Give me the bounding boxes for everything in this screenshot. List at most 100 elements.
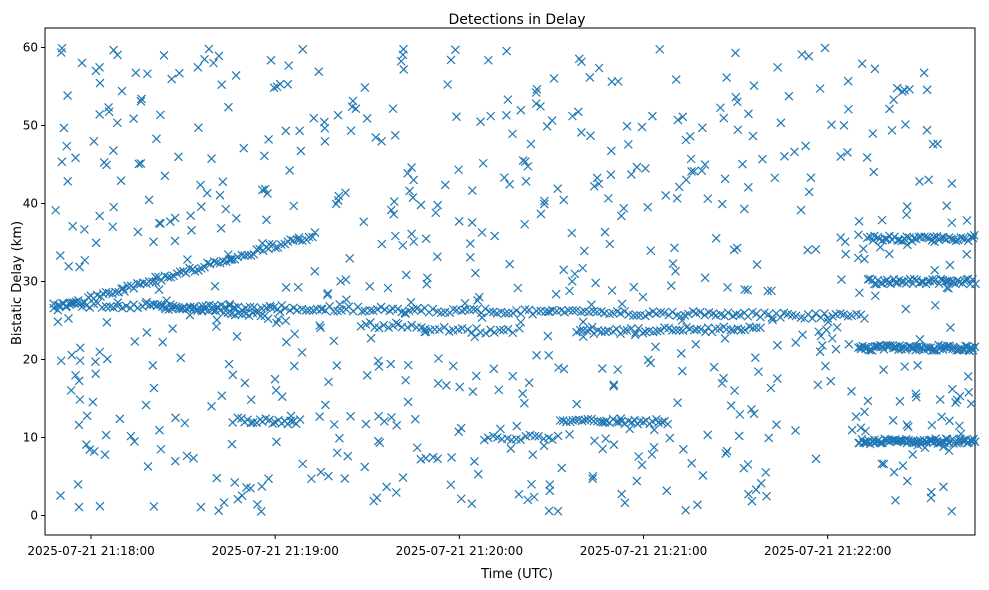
data-point — [933, 139, 942, 149]
data-point — [964, 387, 974, 397]
data-point — [443, 80, 453, 89]
data-point — [902, 476, 912, 486]
data-point — [454, 165, 464, 175]
data-point — [687, 458, 697, 468]
data-point — [674, 182, 684, 192]
data-point — [315, 412, 325, 421]
data-point — [465, 252, 475, 262]
data-point — [542, 121, 552, 131]
data-point — [877, 215, 887, 225]
data-point — [529, 492, 539, 502]
data-point — [62, 141, 72, 151]
track-point — [589, 306, 598, 316]
data-point — [587, 300, 596, 310]
track-point — [940, 276, 950, 286]
data-point — [467, 186, 477, 195]
data-point — [478, 158, 488, 168]
data-point — [281, 337, 291, 347]
data-point — [915, 334, 925, 344]
data-point — [259, 151, 269, 161]
data-point — [193, 62, 203, 72]
chart-title: Detections in Delay — [448, 12, 585, 28]
data-point — [77, 58, 87, 68]
track-point — [384, 323, 394, 333]
track-point — [811, 309, 821, 318]
data-point — [131, 68, 141, 78]
track-point — [835, 309, 845, 319]
data-point — [528, 450, 538, 460]
data-point — [211, 322, 221, 332]
data-point — [281, 126, 291, 136]
data-point — [115, 414, 125, 424]
data-point — [862, 153, 872, 162]
track-point — [663, 419, 673, 429]
data-point — [606, 170, 616, 180]
data-point — [113, 298, 123, 307]
data-point — [371, 132, 381, 142]
data-point — [889, 467, 899, 477]
track-point — [736, 325, 746, 335]
data-point — [320, 400, 330, 410]
track-point — [968, 233, 978, 243]
data-point — [790, 147, 799, 157]
data-point — [398, 50, 408, 60]
data-point — [104, 107, 114, 117]
data-point — [764, 433, 774, 443]
data-point — [53, 317, 63, 327]
data-point — [214, 51, 224, 61]
data-point — [260, 184, 270, 194]
data-point — [217, 80, 227, 90]
data-point — [669, 243, 679, 253]
data-point — [600, 227, 610, 237]
data-point — [697, 123, 707, 133]
track-point — [862, 233, 872, 243]
data-point — [246, 395, 256, 405]
data-point — [661, 191, 671, 200]
data-point — [134, 159, 144, 169]
data-point — [209, 58, 218, 68]
data-point — [861, 426, 870, 436]
data-point — [221, 204, 231, 214]
data-point — [388, 104, 398, 114]
data-point — [840, 237, 850, 247]
track-point — [909, 274, 919, 284]
track-point — [101, 302, 111, 312]
data-point — [207, 401, 216, 411]
track-point — [374, 323, 384, 333]
data-point — [576, 128, 586, 137]
data-point — [947, 384, 957, 394]
y-tick-label: 50 — [23, 119, 38, 133]
data-point — [155, 425, 164, 435]
data-point — [152, 134, 161, 144]
data-point — [377, 239, 387, 249]
track-point — [968, 275, 977, 284]
data-point — [689, 166, 699, 176]
data-point — [218, 177, 228, 187]
track-point — [248, 418, 258, 427]
data-point — [329, 336, 339, 346]
data-point — [215, 190, 225, 200]
track-point — [902, 232, 912, 242]
data-point — [409, 237, 419, 247]
data-point — [57, 157, 67, 167]
data-point — [446, 55, 456, 65]
track-point — [105, 302, 115, 312]
data-point — [722, 446, 732, 456]
track-point — [245, 302, 255, 312]
data-point — [137, 94, 146, 104]
data-point — [574, 54, 584, 64]
data-point — [156, 219, 166, 229]
data-point — [112, 118, 122, 128]
track-point — [168, 301, 178, 311]
data-point — [412, 443, 422, 453]
data-point — [263, 189, 272, 198]
data-point — [768, 315, 777, 325]
track-point — [285, 416, 295, 426]
track-point — [53, 301, 63, 310]
y-tick-label: 20 — [23, 353, 38, 367]
data-point — [470, 332, 480, 342]
track-point — [568, 306, 578, 316]
track-point — [659, 308, 669, 318]
data-point — [646, 246, 656, 256]
track-point — [403, 323, 412, 332]
